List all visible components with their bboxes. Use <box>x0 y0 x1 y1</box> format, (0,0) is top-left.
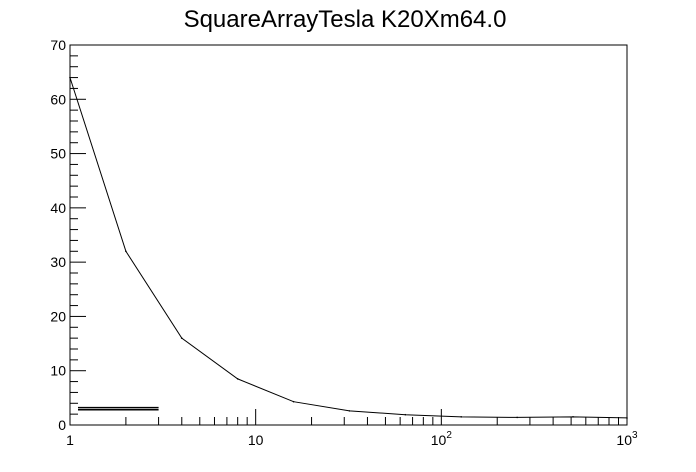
data-point <box>292 400 295 403</box>
y-tick-label: 60 <box>50 91 66 107</box>
data-point <box>404 413 407 416</box>
chart-title: SquareArrayTesla K20Xm64.0 <box>184 6 507 33</box>
data-point <box>572 416 574 418</box>
series-group <box>69 76 628 419</box>
x-tick-label-base: 10 <box>616 432 632 448</box>
data-point <box>69 76 71 79</box>
y-tick-label: 70 <box>50 37 66 53</box>
x-tick-label-base: 10 <box>431 432 447 448</box>
data-point <box>516 416 518 419</box>
x-tick-label: 1 <box>66 432 74 448</box>
x-tick-label-exponent: 3 <box>632 430 638 441</box>
data-point <box>348 410 351 412</box>
x-axis: 1 10 102 103 <box>66 409 638 448</box>
x-tick-label: 103 <box>616 430 638 448</box>
legend <box>78 406 159 411</box>
data-point <box>125 250 127 253</box>
x-tick-label-base: 10 <box>248 432 264 448</box>
series-line <box>69 77 628 419</box>
y-tick-label: 0 <box>58 417 66 433</box>
plot-area-frame <box>69 44 628 426</box>
x-tick-label-base: 1 <box>66 432 74 448</box>
data-point <box>180 337 183 339</box>
x-tick-label: 10 <box>248 432 264 448</box>
y-axis: 0 10 20 30 40 50 60 70 <box>50 37 86 433</box>
x-tick-label: 102 <box>431 430 453 448</box>
y-tick-label: 20 <box>50 308 66 324</box>
data-point <box>460 416 463 418</box>
x-tick-label-exponent: 2 <box>446 430 452 441</box>
data-point <box>236 378 239 380</box>
y-tick-label: 50 <box>50 146 66 162</box>
y-tick-label: 30 <box>50 254 66 270</box>
data-point <box>626 417 628 419</box>
y-tick-label: 10 <box>50 363 66 379</box>
y-tick-label: 40 <box>50 200 66 216</box>
